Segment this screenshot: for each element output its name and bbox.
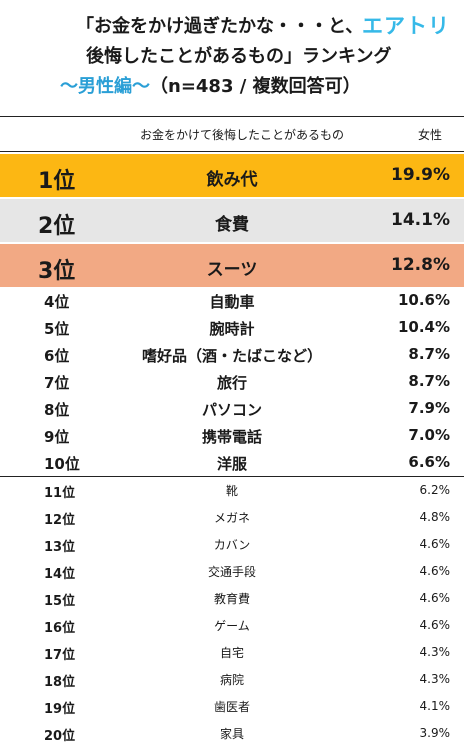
item-label: 病院 [219,673,244,687]
table-row: 16位 ゲーム 4.6% [0,612,464,639]
percent-label: 7.9% [408,399,450,417]
top-rows: 1位 飲み代 19.9% 2位 食費 14.1% 3位 スーツ 12.8% [0,152,464,287]
rank-label: 9位 [44,428,70,446]
table-row: 17位 自宅 4.3% [0,639,464,666]
divider [0,476,464,477]
percent-label: 6.2% [419,483,451,497]
rank-label: 16位 [44,621,76,636]
rank-label: 2位 [38,214,76,239]
table-row: 20位 家具 3.9% [0,720,464,747]
item-label: 教育費 [213,592,250,606]
percent-label: 4.6% [419,591,451,605]
item-label: 自動車 [209,293,255,311]
percent-label: 4.6% [419,564,451,578]
percent-label: 7.0% [408,426,450,444]
table-row-top: 3位 スーツ 12.8% [0,242,464,287]
rank-label: 17位 [44,648,76,663]
rank-label: 7位 [44,374,70,392]
rank-label: 3位 [38,259,76,284]
brand-logo: エアトリ [362,14,450,38]
item-label: スーツ [206,260,258,280]
percent-label: 8.7% [408,345,450,363]
percent-label: 4.8% [419,510,451,524]
item-label: ゲーム [214,619,250,633]
rank-label: 10位 [44,455,80,473]
rank-label: 19位 [44,702,76,717]
item-label: メガネ [213,511,250,525]
table-row: 12位 メガネ 4.8% [0,504,464,531]
rank-label: 1位 [38,169,76,194]
percent-label: 4.6% [419,618,451,632]
rank-label: 13位 [44,540,76,555]
header: エアトリ 「お金をかけ過ぎたかな・・・と、 後悔したことがあるもの」ランキング … [0,0,464,116]
sample-size-label: （n=483 / 複数回答可） [150,76,361,97]
percent-label: 4.6% [419,537,451,551]
percent-label: 12.8% [391,255,450,275]
rank-label: 11位 [44,486,76,501]
percent-label: 6.6% [408,453,450,471]
percent-label: 8.7% [408,372,450,390]
item-label: 嗜好品（酒・たばこなど） [141,347,322,365]
table-row: 19位 歯医者 4.1% [0,693,464,720]
title-line-3: 〜男性編〜（n=483 / 複数回答可） [60,72,361,98]
item-label: 交通手段 [207,565,256,579]
item-label: 腕時計 [209,320,255,338]
title-line-1: 「お金をかけ過ぎたかな・・・と、 [76,16,364,37]
percent-label: 4.3% [419,672,451,686]
table-row: 8位 パソコン 7.9% [0,395,464,422]
percent-label: 19.9% [391,165,450,185]
table-row: 9位 携帯電話 7.0% [0,422,464,449]
item-label: 家具 [219,727,244,741]
column-header-percent: 女性 [417,128,442,142]
percent-label: 4.1% [419,699,451,713]
item-label: 旅行 [216,374,247,392]
item-label: 携帯電話 [201,428,262,446]
percent-label: 3.9% [419,726,451,740]
table-row: 4位 自動車 10.6% [0,287,464,314]
rank-label: 6位 [44,347,70,365]
title-line-2: 後悔したことがあるもの」ランキング [86,46,392,67]
table-row: 14位 交通手段 4.6% [0,558,464,585]
rank-label: 12位 [44,513,76,528]
item-label: 歯医者 [213,700,250,714]
item-label: パソコン [201,401,262,419]
item-label: カバン [213,538,251,552]
item-label: 飲み代 [206,170,258,190]
item-label: 自宅 [219,646,244,660]
table-header: お金をかけて後悔したことがあるもの 女性 [0,116,464,152]
table-row: 15位 教育費 4.6% [0,585,464,612]
table-row: 18位 病院 4.3% [0,666,464,693]
table-row: 10位 洋服 6.6% [0,449,464,476]
gender-label: 〜男性編〜 [60,76,150,97]
column-header-item: お金をかけて後悔したことがあるもの [140,128,345,142]
rank-label: 14位 [44,567,76,582]
table-row-top: 2位 食費 14.1% [0,197,464,242]
item-label: 食費 [215,215,249,235]
table-row: 5位 腕時計 10.4% [0,314,464,341]
rank-label: 8位 [44,401,70,419]
table-row: 11位 靴 6.2% [0,477,464,504]
percent-label: 4.3% [419,645,451,659]
rank-label: 18位 [44,675,76,690]
table-row-top: 1位 飲み代 19.9% [0,152,464,197]
table-row: 6位 嗜好品（酒・たばこなど） 8.7% [0,341,464,368]
rank-label: 15位 [44,594,76,609]
percent-label: 10.4% [397,318,450,336]
table-row: 7位 旅行 8.7% [0,368,464,395]
mid-rows: 4位 自動車 10.6% 5位 腕時計 10.4% 6位 嗜好品（酒・たばこなど） 8.7% 7位… [0,287,464,476]
item-label: 靴 [225,484,238,498]
rank-label: 5位 [44,320,70,338]
item-label: 洋服 [216,455,247,473]
low-rows: 11位靴 6.2% 12位 メガネ 4.8% 13位 カバン 4.6% 14位 交通手段 4.6% 1… [0,477,464,747]
percent-label: 10.6% [397,291,450,309]
percent-label: 14.1% [391,210,450,230]
ranking-table: お金をかけて後悔したことがあるもの 女性 1位 飲み代 19.9% 2位 食費 … [0,116,464,747]
rank-label: 4位 [44,293,70,311]
table-row: 13位 カバン 4.6% [0,531,464,558]
rank-label: 20位 [44,729,76,744]
